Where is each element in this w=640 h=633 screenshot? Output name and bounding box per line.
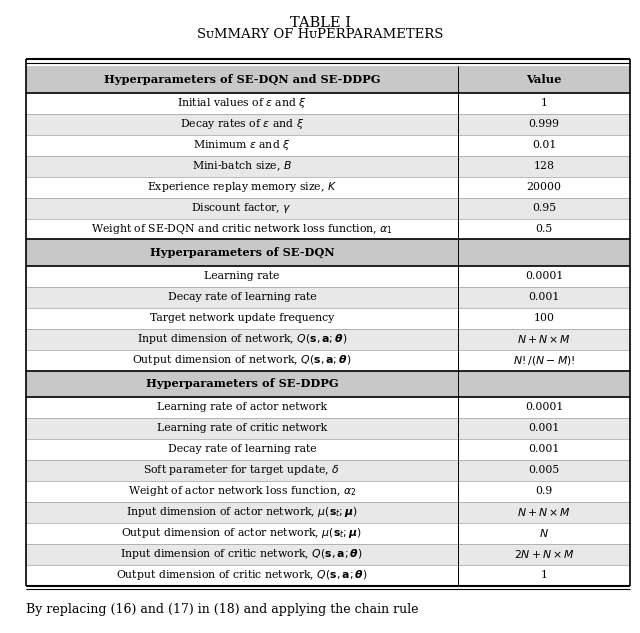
Bar xyxy=(26,135,630,156)
Text: By replacing (16) and (17) in (18) and applying the chain rule: By replacing (16) and (17) in (18) and a… xyxy=(26,603,418,616)
Text: 128: 128 xyxy=(534,161,555,171)
Text: Input dimension of critic network, $Q(\mathbf{s}, \mathbf{a}; \boldsymbol{\theta: Input dimension of critic network, $Q(\m… xyxy=(120,547,363,561)
Text: $N + N \times M$: $N + N \times M$ xyxy=(517,333,572,345)
Text: 0.001: 0.001 xyxy=(529,423,560,433)
Text: Soft parameter for target update, $\delta$: Soft parameter for target update, $\delt… xyxy=(143,463,340,477)
Text: Decay rate of learning rate: Decay rate of learning rate xyxy=(168,292,316,302)
Text: Weight of SE-DQN and critic network loss function, $\alpha_1$: Weight of SE-DQN and critic network loss… xyxy=(91,222,393,236)
Text: 20000: 20000 xyxy=(527,182,562,192)
Text: Decay rates of $\epsilon$ and $\xi$: Decay rates of $\epsilon$ and $\xi$ xyxy=(180,117,304,131)
Text: 0.01: 0.01 xyxy=(532,140,556,150)
Text: Learning rate: Learning rate xyxy=(204,271,280,281)
Text: Initial values of $\epsilon$ and $\xi$: Initial values of $\epsilon$ and $\xi$ xyxy=(177,96,307,110)
Text: 0.9: 0.9 xyxy=(536,486,553,496)
Bar xyxy=(26,177,630,197)
Bar xyxy=(26,92,630,114)
Text: Learning rate of critic network: Learning rate of critic network xyxy=(157,423,327,433)
Bar xyxy=(26,501,630,523)
Text: Output dimension of critic network, $Q(\mathbf{s}, \mathbf{a}; \boldsymbol{\thet: Output dimension of critic network, $Q(\… xyxy=(116,568,367,582)
Text: 0.005: 0.005 xyxy=(529,465,560,475)
Bar xyxy=(26,66,630,92)
Text: Minimum $\epsilon$ and $\xi$: Minimum $\epsilon$ and $\xi$ xyxy=(193,138,291,152)
Bar xyxy=(26,397,630,418)
Text: Learning rate of actor network: Learning rate of actor network xyxy=(157,402,327,412)
Bar xyxy=(26,418,630,439)
Bar xyxy=(26,308,630,329)
Bar xyxy=(26,156,630,177)
Text: Mini-batch size, $B$: Mini-batch size, $B$ xyxy=(192,160,292,173)
Text: Output dimension of network, $Q(\mathbf{s}, \mathbf{a}; \boldsymbol{\theta})$: Output dimension of network, $Q(\mathbf{… xyxy=(132,353,351,367)
Text: $N$: $N$ xyxy=(540,527,549,539)
Bar xyxy=(26,349,630,370)
Text: 0.001: 0.001 xyxy=(529,292,560,302)
Bar xyxy=(26,370,630,397)
Text: $N!/(N-M)!$: $N!/(N-M)!$ xyxy=(513,354,575,367)
Bar xyxy=(26,218,630,239)
Text: Weight of actor network loss function, $\alpha_2$: Weight of actor network loss function, $… xyxy=(128,484,356,498)
Text: Input dimension of actor network, $\mu(\mathbf{s}_t; \boldsymbol{\mu})$: Input dimension of actor network, $\mu(\… xyxy=(126,505,358,519)
Text: Decay rate of learning rate: Decay rate of learning rate xyxy=(168,444,316,454)
Bar xyxy=(26,439,630,460)
Text: Hyperparameters of SE-DDPG: Hyperparameters of SE-DDPG xyxy=(145,378,338,389)
Text: 0.5: 0.5 xyxy=(536,224,553,234)
Text: 1: 1 xyxy=(541,98,548,108)
Text: 1: 1 xyxy=(541,570,548,580)
Text: Hyperparameters of SE-DQN: Hyperparameters of SE-DQN xyxy=(150,247,334,258)
Bar xyxy=(26,565,630,586)
Text: Experience replay memory size, $K$: Experience replay memory size, $K$ xyxy=(147,180,337,194)
Text: Output dimension of actor network, $\mu(\mathbf{s}_t; \boldsymbol{\mu})$: Output dimension of actor network, $\mu(… xyxy=(122,526,362,540)
Bar xyxy=(26,480,630,501)
Text: Value: Value xyxy=(527,74,562,85)
Text: 0.95: 0.95 xyxy=(532,203,556,213)
Bar xyxy=(26,266,630,287)
Text: SᴜMMARY OF HᴜPERPARAMETERS: SᴜMMARY OF HᴜPERPARAMETERS xyxy=(197,28,443,42)
Text: Target network update frequency: Target network update frequency xyxy=(150,313,334,323)
Text: 0.0001: 0.0001 xyxy=(525,402,563,412)
Text: Input dimension of network, $Q(\mathbf{s}, \mathbf{a}; \boldsymbol{\theta})$: Input dimension of network, $Q(\mathbf{s… xyxy=(136,332,347,346)
Bar xyxy=(26,544,630,565)
Text: $N + N \times M$: $N + N \times M$ xyxy=(517,506,572,518)
Text: Hyperparameters of SE-DQN and SE-DDPG: Hyperparameters of SE-DQN and SE-DDPG xyxy=(104,74,380,85)
Bar xyxy=(26,197,630,218)
Text: 0.0001: 0.0001 xyxy=(525,271,563,281)
Text: TABLE I: TABLE I xyxy=(289,16,351,30)
Bar xyxy=(26,287,630,308)
Text: $2N + N \times M$: $2N + N \times M$ xyxy=(514,548,575,560)
Text: 0.001: 0.001 xyxy=(529,444,560,454)
Bar xyxy=(26,460,630,480)
Bar xyxy=(26,239,630,266)
Bar xyxy=(26,329,630,349)
Bar xyxy=(26,114,630,135)
Bar xyxy=(26,523,630,544)
Text: 0.999: 0.999 xyxy=(529,119,560,129)
Text: Discount factor, $\gamma$: Discount factor, $\gamma$ xyxy=(191,201,292,215)
Text: 100: 100 xyxy=(534,313,555,323)
